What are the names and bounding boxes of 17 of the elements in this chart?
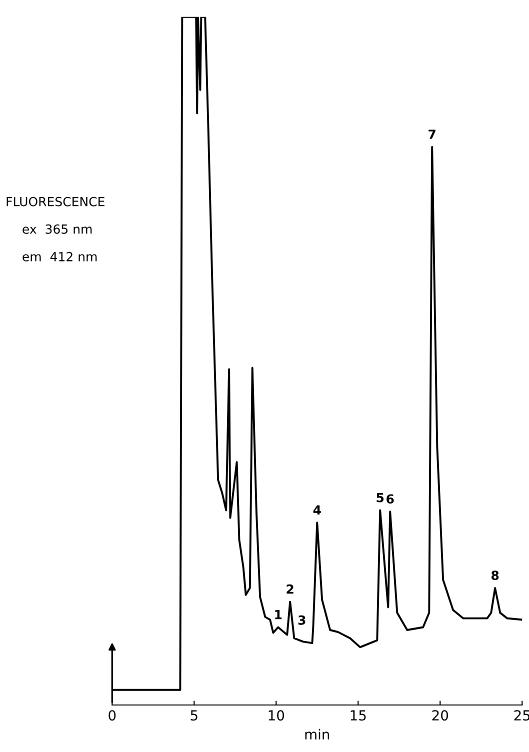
text: em 412 nm xyxy=(22,252,97,262)
annotation: 2 xyxy=(286,584,294,594)
annotation: 5 xyxy=(376,493,384,502)
x-tick-label: 10 xyxy=(268,710,284,721)
annotation: 3 xyxy=(298,615,306,625)
annotation: 7 xyxy=(428,130,436,139)
x-tick-label: 0 xyxy=(108,710,116,721)
text: ex 365 nm xyxy=(22,224,92,234)
x-tick-label: 5 xyxy=(190,710,198,721)
annotation: 4 xyxy=(313,505,321,515)
x-axis-title: min xyxy=(305,728,330,740)
x-tick-label: 20 xyxy=(432,710,448,721)
annotation: 8 xyxy=(491,570,499,580)
x-tick-label: 15 xyxy=(350,710,366,721)
y-axis-title: FLUORESCENCE xyxy=(6,196,104,206)
annotation: 1 xyxy=(275,610,282,620)
annotation: 6 xyxy=(386,494,394,504)
